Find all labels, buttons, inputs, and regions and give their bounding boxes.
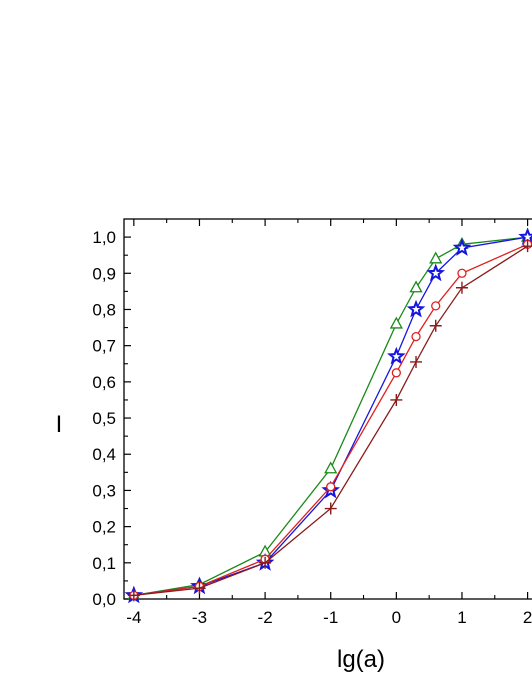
y-tick-label: 0,4 <box>92 445 116 464</box>
x-axis-title: lg(a) <box>337 646 385 673</box>
y-tick-label: 0,1 <box>92 554 116 573</box>
star-marker <box>426 263 446 282</box>
y-tick-label: 0,3 <box>92 481 116 500</box>
plus-marker <box>127 589 140 602</box>
x-tick-label: 1 <box>457 608 466 627</box>
axis-ticks: -4 -3 -2 -1 0 1 2 0,0 0,1 0,2 0,3 0,4 0,5 0,6 0,7 0,8 0,… <box>92 219 532 627</box>
plus-marker <box>410 355 423 368</box>
x-tick-label: 2 <box>523 608 532 627</box>
plot-frame <box>123 218 532 600</box>
series-plus <box>127 240 532 602</box>
triangle-marker <box>389 316 403 329</box>
x-tick-label: -4 <box>126 608 141 627</box>
series-circle <box>129 239 532 601</box>
series-line <box>133 245 528 597</box>
plus-marker <box>259 556 272 569</box>
circle-marker <box>411 331 421 342</box>
circle-marker <box>391 368 401 378</box>
star-marker <box>406 299 426 318</box>
circle-marker <box>457 268 467 278</box>
y-tick-label: 0,9 <box>92 264 116 283</box>
x-tick-label: -1 <box>323 608 338 627</box>
x-tick-label: -2 <box>258 608 273 627</box>
x-tick-label: 0 <box>392 608 401 627</box>
triangle-marker <box>324 461 338 474</box>
y-tick-label: 0,2 <box>92 518 116 537</box>
star-marker <box>387 346 406 365</box>
circle-marker <box>431 301 441 311</box>
triangle-marker <box>409 280 423 293</box>
series-layer <box>124 227 532 604</box>
star-marker <box>452 238 472 256</box>
circle-marker <box>326 482 336 492</box>
series-line <box>133 243 528 597</box>
y-tick-label: 0,5 <box>92 409 116 428</box>
plus-marker <box>324 502 337 515</box>
y-tick-label: 0,0 <box>92 590 116 609</box>
plus-marker <box>455 281 468 294</box>
series-line <box>133 236 528 597</box>
y-tick-label: 1,0 <box>92 228 116 247</box>
series-star <box>124 227 532 604</box>
plus-marker <box>193 582 206 595</box>
y-tick-label: 0,7 <box>92 337 116 356</box>
x-tick-label: -3 <box>192 608 207 627</box>
triangle-marker <box>429 251 443 264</box>
y-tick-label: 0,6 <box>92 373 116 392</box>
series-triangle <box>127 229 532 601</box>
y-tick-label: 0,8 <box>92 300 116 319</box>
plus-marker <box>390 393 403 406</box>
plus-marker <box>429 319 442 332</box>
series-line <box>133 236 528 597</box>
y-axis-title: I <box>56 411 63 438</box>
